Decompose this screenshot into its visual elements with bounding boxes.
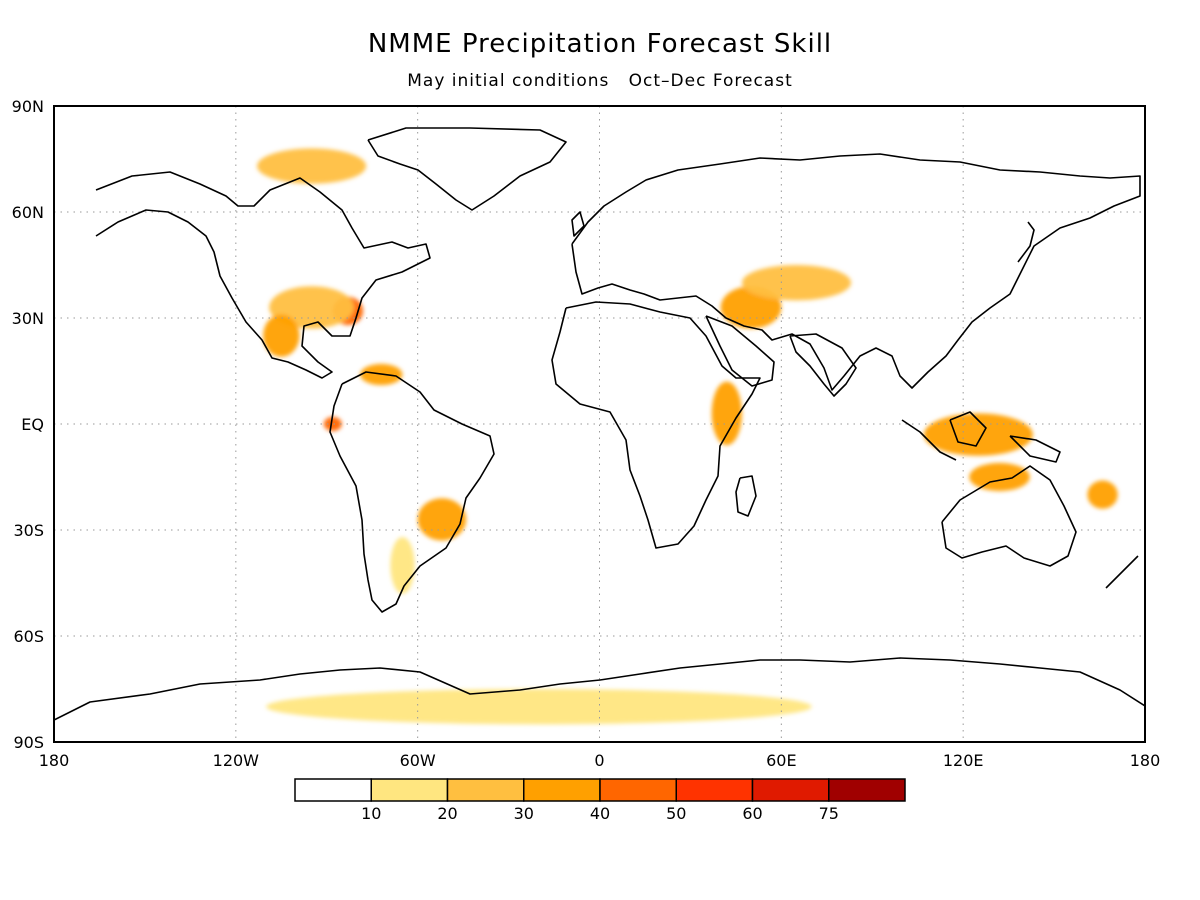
- lat-tick-label: 90N: [12, 97, 44, 116]
- coast-africa: [551, 301, 761, 549]
- coast-north-america: [95, 171, 431, 379]
- colorbar-swatch: [675, 778, 754, 802]
- lat-tick-label: 60S: [13, 627, 44, 646]
- coast-uk: [571, 211, 585, 237]
- colorbar-swatch: [599, 778, 677, 802]
- colorbar-label: 60: [742, 804, 762, 823]
- coast-new-guinea: [1009, 435, 1061, 463]
- skill-region-0: [257, 148, 367, 184]
- map-frame: [53, 105, 1146, 743]
- coast-borneo-sumatra: [901, 411, 987, 461]
- lat-tick-label: 60N: [12, 203, 44, 222]
- coast-india: [789, 333, 857, 397]
- skill-region-8: [711, 381, 742, 446]
- lon-tick-label: 180: [1130, 751, 1161, 770]
- skill-region-3: [263, 314, 300, 357]
- colorbar-swatch: [294, 778, 372, 802]
- colorbar-label: 10: [361, 804, 381, 823]
- colorbar-labels: 10 20 30 40 50 60 75: [361, 804, 839, 823]
- skill-region-6: [390, 537, 415, 594]
- map-title: NMME Precipitation Forecast Skill: [368, 29, 832, 59]
- lon-tick-label: 120E: [943, 751, 984, 770]
- lon-tick-label: 60E: [766, 751, 796, 770]
- coast-arabia: [705, 315, 775, 387]
- lat-tick-label: 30S: [13, 521, 44, 540]
- coast-south-america: [329, 371, 495, 613]
- colorbar-swatch: [370, 778, 449, 802]
- longitude-tick-labels: 180 120W 60W 0 60E 120E 180: [39, 751, 1161, 770]
- skill-region-12: [969, 462, 1030, 492]
- colorbar-label: 40: [590, 804, 610, 823]
- skill-region-5: [417, 498, 467, 541]
- coastlines: [54, 127, 1145, 721]
- lat-tick-label: EQ: [21, 415, 44, 434]
- colorbar-label: 20: [437, 804, 457, 823]
- lon-tick-label: 60W: [400, 751, 436, 770]
- colorbar-label: 50: [666, 804, 686, 823]
- skill-region-10: [741, 265, 852, 301]
- coast-new-zealand: [1105, 555, 1139, 589]
- lon-tick-label: 0: [594, 751, 604, 770]
- lat-tick-label: 90S: [13, 733, 44, 752]
- colorbar-swatch: [446, 778, 525, 802]
- skill-region-13: [1087, 480, 1118, 509]
- skill-region-7: [323, 416, 342, 432]
- colorbar-label: 30: [514, 804, 534, 823]
- map-subtitle: May initial conditions Oct–Dec Forecast: [407, 71, 793, 91]
- colorbar-swatch: [523, 778, 601, 802]
- colorbar-label: 75: [819, 804, 839, 823]
- latitude-tick-labels: 90N 60N 30N EQ 30S 60S 90S: [12, 97, 44, 752]
- lon-tick-label: 120W: [213, 751, 260, 770]
- colorbar: [294, 778, 906, 802]
- skill-region-14: [266, 689, 812, 725]
- coast-europe-asia: [571, 153, 1141, 391]
- coast-australia: [941, 465, 1077, 567]
- colorbar-swatch: [751, 778, 830, 802]
- coast-madagascar: [735, 475, 757, 517]
- coast-greenland: [367, 127, 567, 211]
- lat-tick-label: 30N: [12, 309, 44, 328]
- colorbar-swatch: [828, 778, 906, 802]
- lon-tick-label: 180: [39, 751, 70, 770]
- coast-japan: [1017, 221, 1035, 263]
- coast-antarctica: [54, 657, 1145, 721]
